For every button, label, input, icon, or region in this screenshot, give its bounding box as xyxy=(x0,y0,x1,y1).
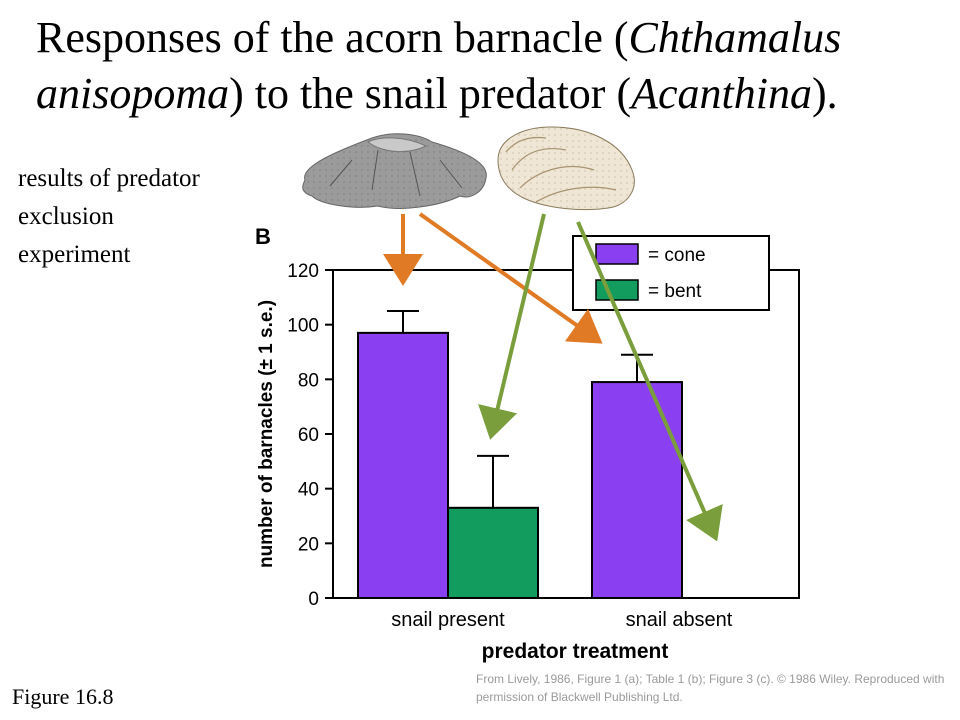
y-axis-label: number of barnacles (± 1 s.e.) xyxy=(256,300,277,568)
arrow-bent-to-present xyxy=(478,213,546,440)
panel-label: B xyxy=(255,224,271,249)
x-axis: snail present snail absent xyxy=(391,609,733,631)
legend-label-bent: = bent xyxy=(648,281,702,302)
y-tick-label: 80 xyxy=(298,370,319,391)
title-part: ) to the snail predator ( xyxy=(229,69,632,118)
bars xyxy=(357,310,683,600)
y-tick-label: 120 xyxy=(287,261,319,282)
title-part: Acanthina xyxy=(631,69,812,118)
figure-label: Figure 16.8 xyxy=(12,684,114,709)
x-tick-label: snail absent xyxy=(626,609,733,631)
bar-snail-present-1 xyxy=(447,506,539,599)
y-axis: 0 20 40 60 80 100 120 xyxy=(287,261,333,610)
x-axis-label: predator treatment xyxy=(482,640,669,663)
slide-title: Responses of the acorn barnacle (Chthama… xyxy=(36,10,946,122)
bent-barnacle-illustration xyxy=(497,126,635,211)
y-tick-label: 20 xyxy=(298,534,319,555)
y-tick-label: 40 xyxy=(298,480,319,501)
title-part: Chthamalus anisopoma xyxy=(36,13,842,118)
y-tick-label: 100 xyxy=(287,316,319,337)
cone-barnacle-illustration xyxy=(302,133,487,209)
legend-label-cone: = cone xyxy=(648,245,706,266)
bar-snail-present-0 xyxy=(357,331,449,599)
title-part: Responses of the acorn barnacle ( xyxy=(36,13,629,62)
side-note: results of predator exclusion experiment xyxy=(18,165,200,268)
copyright-credit: From Lively, 1986, Figure 1 (a); Table 1… xyxy=(476,672,945,704)
title-part: ). xyxy=(811,69,838,118)
y-tick-label: 0 xyxy=(308,589,319,610)
arrow-bent-to-absent xyxy=(576,221,723,542)
legend-swatch-cone xyxy=(595,243,639,265)
x-tick-label: snail present xyxy=(391,609,505,631)
y-tick-label: 60 xyxy=(298,425,319,446)
arrow-cone-to-absent xyxy=(418,212,603,344)
legend-swatch-bent xyxy=(595,279,639,301)
bar-snail-absent-0 xyxy=(591,381,683,600)
annotation-arrows xyxy=(383,212,723,542)
